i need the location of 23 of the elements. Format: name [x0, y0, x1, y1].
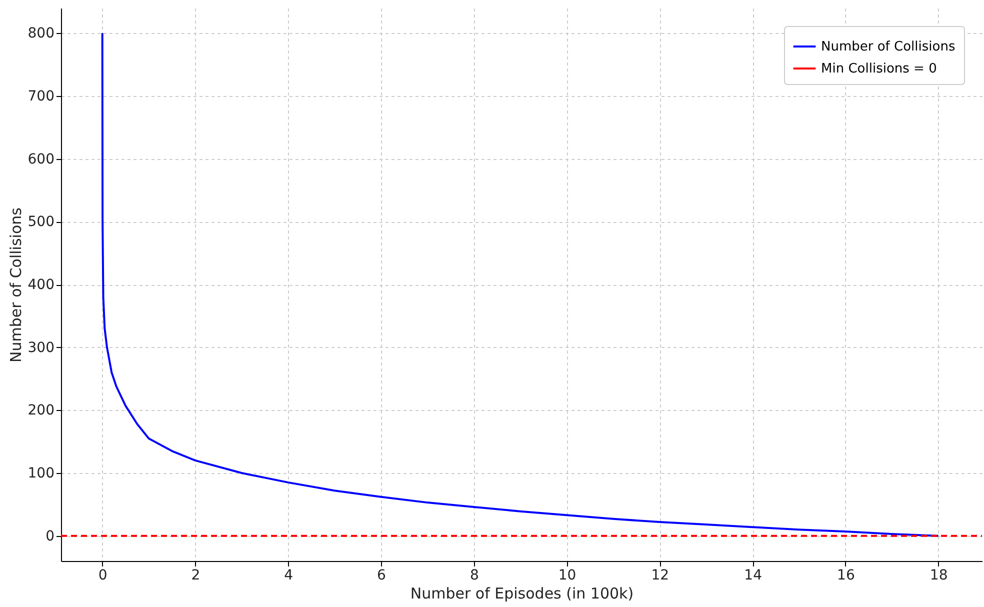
x-tick-label: 4: [284, 568, 294, 584]
legend-label: Number of Collisions: [821, 40, 956, 54]
y-tick-label: 200: [28, 402, 54, 419]
x-tick-label: 14: [744, 568, 762, 584]
x-tick-label: 6: [377, 568, 386, 584]
x-tick-label: 12: [651, 568, 670, 584]
y-tick-label: 600: [28, 151, 54, 168]
x-axis-title: Number of Episodes (in 100k): [410, 584, 634, 602]
y-tick-label: 800: [28, 26, 54, 42]
y-tick-label: 300: [28, 340, 54, 356]
legend-label: Min Collisions = 0: [821, 62, 937, 76]
y-tick-label: 700: [28, 88, 54, 104]
y-tick-label: 400: [28, 277, 54, 293]
x-tick-label: 8: [470, 568, 479, 584]
x-tick-label: 16: [837, 568, 855, 584]
x-tick-label: 10: [558, 568, 576, 584]
y-tick-label: 100: [28, 466, 54, 482]
y-tick-label: 500: [28, 214, 54, 230]
x-tick-label: 2: [191, 568, 200, 584]
y-tick-label: 0: [46, 528, 54, 544]
x-tick-label: 18: [930, 568, 948, 584]
x-tick-label: 0: [98, 568, 108, 584]
y-axis-title: Number of Collisions: [6, 207, 25, 362]
